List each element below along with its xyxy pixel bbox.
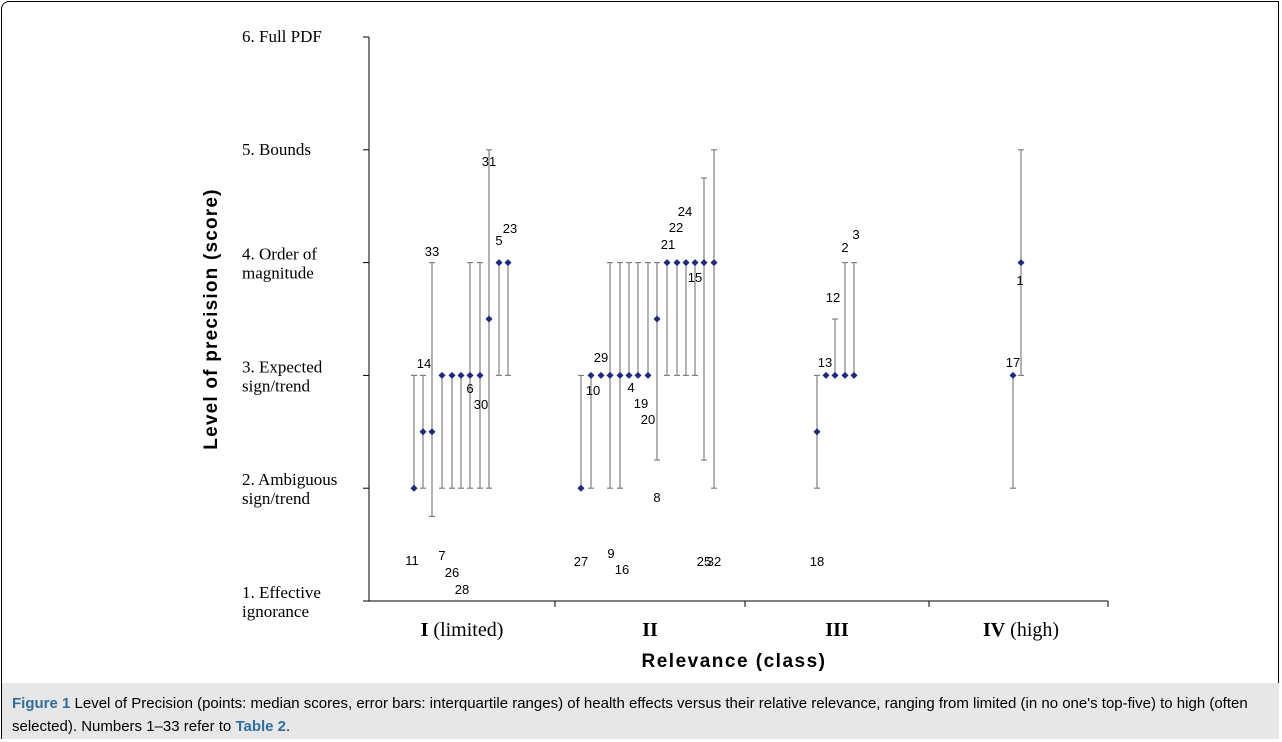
median-marker-23 <box>504 259 512 267</box>
point-labels: 1114337262863031523271029916419208212215… <box>405 154 1023 597</box>
median-marker-17 <box>1009 371 1017 379</box>
y-tick-label: 5. Bounds <box>242 140 311 159</box>
median-marker-8 <box>653 315 661 323</box>
point-label-19: 19 <box>634 396 648 411</box>
median-marker-30 <box>476 371 484 379</box>
median-marker-1 <box>1017 259 1025 267</box>
point-label-8: 8 <box>653 490 660 505</box>
y-axis-label: Level of precision (score) <box>201 188 222 449</box>
median-marker-10 <box>587 371 595 379</box>
median-marker-4 <box>625 371 633 379</box>
point-label-25: 25 <box>697 554 711 569</box>
x-category-labels: I (limited) II III IV (high) <box>421 619 1059 641</box>
caption-figure-label: Figure 1 <box>12 695 71 712</box>
point-label-16: 16 <box>615 562 629 577</box>
y-tick-label: 3. Expected sign/trend <box>242 357 323 395</box>
point-label-23: 23 <box>503 221 517 236</box>
error-bars <box>411 149 1024 518</box>
caption-end: . <box>286 718 291 735</box>
point-label-21: 21 <box>661 237 675 252</box>
point-label-27: 27 <box>574 554 588 569</box>
point-label-9: 9 <box>607 546 614 561</box>
y-tick-label: 6. Full PDF <box>242 27 322 46</box>
median-marker-3 <box>850 371 858 379</box>
point-label-31: 31 <box>482 154 496 169</box>
figure-caption: Figure 1 Level of Precision (points: med… <box>2 683 1279 739</box>
median-marker-11 <box>410 484 418 492</box>
caption-text: Level of Precision (points: median score… <box>12 695 1248 735</box>
median-marker-2 <box>841 371 849 379</box>
point-label-1: 1 <box>1016 273 1023 288</box>
x-axis-label: Relevance (class) <box>642 651 827 672</box>
point-label-11: 11 <box>405 553 419 568</box>
x-category-label: II <box>642 619 658 641</box>
median-marker-7 <box>438 371 446 379</box>
point-label-4: 4 <box>627 380 634 395</box>
point-label-17: 17 <box>1006 355 1020 370</box>
median-marker-31 <box>485 315 493 323</box>
median-marker-18 <box>813 428 821 436</box>
x-category-label: I (limited) <box>421 619 504 641</box>
median-marker-26 <box>448 371 456 379</box>
median-marker-15 <box>682 259 690 267</box>
median-marker-28 <box>457 371 465 379</box>
axes <box>363 36 1109 607</box>
point-label-12: 12 <box>826 290 840 305</box>
x-category-label: IV (high) <box>983 619 1059 641</box>
median-marker-33 <box>428 428 436 436</box>
median-marker-19 <box>634 371 642 379</box>
median-marker-21 <box>663 259 671 267</box>
point-label-15: 15 <box>688 270 702 285</box>
point-label-14: 14 <box>417 356 431 371</box>
median-marker-27 <box>577 484 585 492</box>
caption-table-link[interactable]: Table 2 <box>235 718 287 735</box>
median-markers <box>410 259 1025 492</box>
point-label-10: 10 <box>586 383 600 398</box>
point-label-24: 24 <box>678 204 692 219</box>
median-marker-6 <box>466 371 474 379</box>
point-label-29: 29 <box>594 350 608 365</box>
median-marker-29 <box>597 371 605 379</box>
point-label-13: 13 <box>818 355 832 370</box>
median-marker-12 <box>831 371 839 379</box>
point-label-3: 3 <box>852 227 859 242</box>
point-label-30: 30 <box>474 397 488 412</box>
median-marker-20 <box>644 371 652 379</box>
point-label-6: 6 <box>466 381 473 396</box>
median-marker-9 <box>606 371 614 379</box>
point-label-33: 33 <box>425 244 439 259</box>
median-marker-5 <box>495 259 503 267</box>
y-tick-label: 2. Ambiguous sign/trend <box>242 470 337 508</box>
median-marker-22 <box>673 259 681 267</box>
point-label-28: 28 <box>455 582 469 597</box>
point-label-32: 32 <box>707 554 721 569</box>
point-label-26: 26 <box>445 565 459 580</box>
x-category-label: III <box>825 619 849 641</box>
median-marker-13 <box>822 371 830 379</box>
point-label-20: 20 <box>641 412 655 427</box>
y-tick-label: 4. Order of magnitude <box>242 245 317 283</box>
y-tick-labels: 6. Full PDF 5. Bounds 4. Order of magnitude… <box>242 27 337 621</box>
point-label-2: 2 <box>841 240 848 255</box>
point-label-22: 22 <box>669 220 683 235</box>
y-tick-label: 1. Effective ignorance <box>242 583 321 621</box>
median-marker-24 <box>691 259 699 267</box>
median-marker-25 <box>700 259 708 267</box>
point-label-18: 18 <box>810 554 824 569</box>
median-marker-16 <box>616 371 624 379</box>
median-marker-14 <box>419 428 427 436</box>
point-label-5: 5 <box>495 233 502 248</box>
point-label-7: 7 <box>438 548 445 563</box>
median-marker-32 <box>710 259 718 267</box>
